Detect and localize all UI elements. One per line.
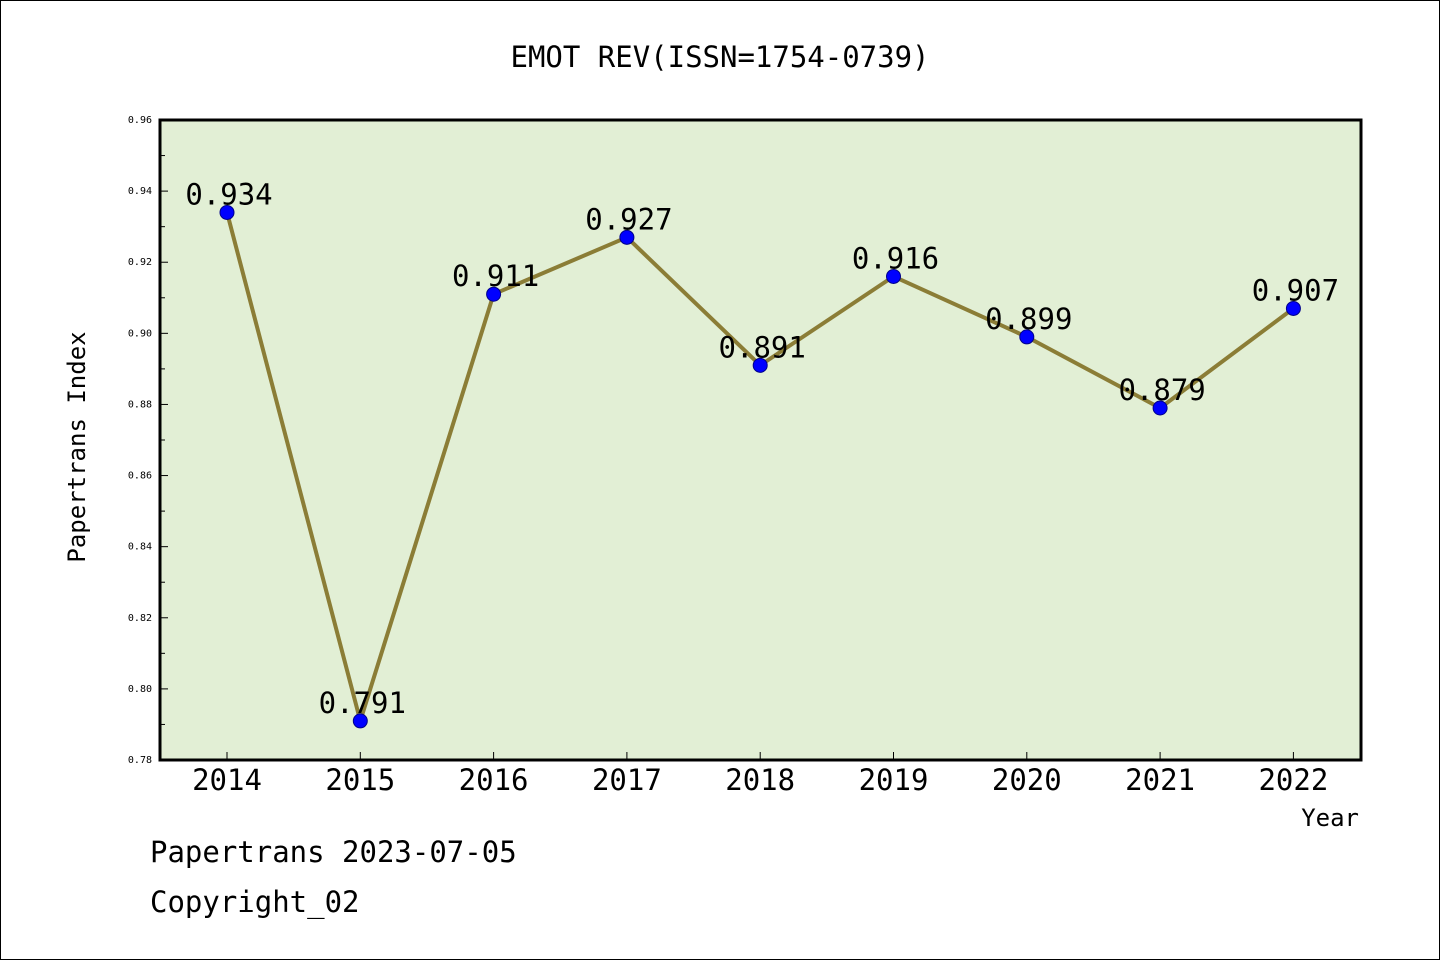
data-label: 0.907 <box>1252 273 1339 307</box>
x-tick-label: 2017 <box>592 763 662 797</box>
data-point <box>752 357 768 373</box>
data-label: 0.891 <box>719 330 806 364</box>
y-tick-label: 0.82 <box>128 613 152 624</box>
x-tick-label: 2019 <box>859 763 929 797</box>
data-point <box>886 268 901 284</box>
data-label: 0.911 <box>452 259 539 293</box>
x-axis: 2014 2015 2016 2017 2018 2019 2020 2021 2022 <box>192 752 1328 797</box>
data-label: 0.927 <box>585 202 672 236</box>
y-tick-label: 0.84 <box>128 542 152 553</box>
y-axis: 0.78 0.80 0.82 0.84 0.86 0.88 0.90 0.92 0.94 0.96 <box>128 115 168 766</box>
data-point <box>1285 300 1301 316</box>
x-tick-label: 2020 <box>992 763 1062 797</box>
y-tick-label: 0.88 <box>128 399 152 410</box>
data-point <box>619 229 635 245</box>
x-tick-label: 2016 <box>459 763 529 797</box>
x-tick-label: 2015 <box>325 763 395 797</box>
y-tick-label: 0.78 <box>128 755 152 766</box>
data-point <box>352 713 368 729</box>
data-marker-group <box>219 204 1301 729</box>
data-point <box>1019 329 1035 345</box>
data-label: 0.791 <box>319 686 406 720</box>
data-point <box>219 204 235 220</box>
x-tick-label: 2021 <box>1125 763 1195 797</box>
x-tick-label: 2022 <box>1258 763 1328 797</box>
y-tick-label: 0.94 <box>128 186 152 197</box>
footer-date: Papertrans 2023-07-05 <box>150 835 517 869</box>
data-label-group: 0.934 0.791 0.911 0.927 0.891 0.916 0.899 0.879… <box>185 177 1339 719</box>
y-tick-label: 0.86 <box>128 471 152 482</box>
data-label: 0.899 <box>985 302 1072 336</box>
y-tick-label: 0.92 <box>128 257 152 268</box>
y-tick-label: 0.90 <box>128 328 152 339</box>
x-tick-label: 2018 <box>725 763 795 797</box>
data-label: 0.916 <box>852 241 939 275</box>
data-label: 0.879 <box>1118 373 1205 407</box>
x-tick-label: 2014 <box>192 763 262 797</box>
chart-title: EMOT REV(ISSN=1754-0739) <box>510 40 929 74</box>
footer-copyright: Copyright_02 <box>150 885 360 919</box>
data-label: 0.934 <box>185 177 272 211</box>
data-point <box>486 286 502 302</box>
data-point <box>1152 400 1168 416</box>
y-tick-label: 0.96 <box>128 115 152 126</box>
x-axis-title: Year <box>1301 804 1359 832</box>
y-axis-title: Papertrans Index <box>63 331 91 562</box>
y-tick-label: 0.80 <box>128 684 152 695</box>
plot-area <box>158 118 1363 762</box>
